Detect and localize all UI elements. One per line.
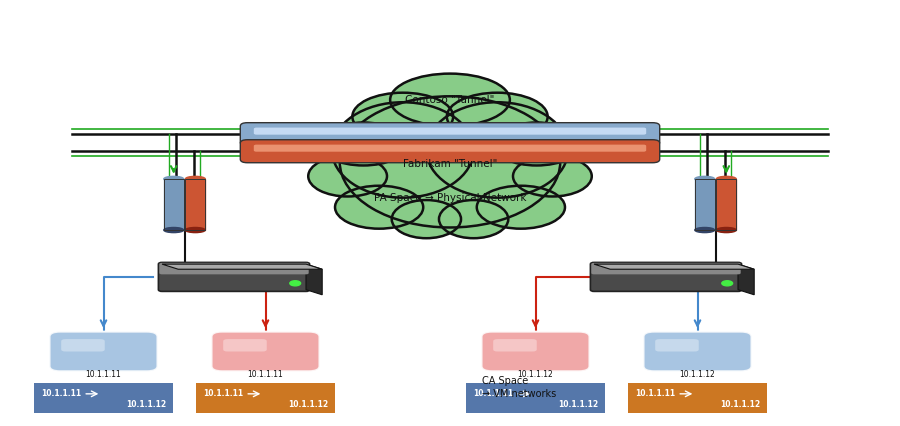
Text: PA Space → Physical Network: PA Space → Physical Network <box>374 193 526 203</box>
FancyBboxPatch shape <box>50 331 158 371</box>
Circle shape <box>290 281 301 286</box>
FancyBboxPatch shape <box>158 262 310 291</box>
Text: 10.1.1.11: 10.1.1.11 <box>202 389 243 398</box>
Bar <box>628 383 767 413</box>
Ellipse shape <box>320 123 408 165</box>
Ellipse shape <box>695 176 715 181</box>
Bar <box>716 179 736 230</box>
FancyBboxPatch shape <box>254 144 646 152</box>
Text: 10.1.1.11: 10.1.1.11 <box>86 370 122 380</box>
Ellipse shape <box>335 186 423 229</box>
Text: 10.1.1.12: 10.1.1.12 <box>126 400 166 409</box>
FancyBboxPatch shape <box>591 263 741 274</box>
Bar <box>164 179 184 230</box>
FancyBboxPatch shape <box>493 339 536 351</box>
Ellipse shape <box>492 123 580 165</box>
Ellipse shape <box>353 93 453 141</box>
Text: → VM networks: → VM networks <box>482 389 556 399</box>
Ellipse shape <box>427 102 568 198</box>
FancyBboxPatch shape <box>590 262 742 291</box>
Text: Fabrikam "Tunnel": Fabrikam "Tunnel" <box>403 159 497 169</box>
Bar <box>185 179 205 230</box>
Bar <box>695 179 715 230</box>
Ellipse shape <box>392 200 461 238</box>
FancyBboxPatch shape <box>61 339 104 351</box>
Text: 10.1.1.11: 10.1.1.11 <box>41 389 81 398</box>
Ellipse shape <box>164 176 184 181</box>
Bar <box>466 383 605 413</box>
Ellipse shape <box>439 200 508 238</box>
Bar <box>695 179 715 230</box>
FancyBboxPatch shape <box>644 331 752 371</box>
FancyBboxPatch shape <box>159 263 309 274</box>
FancyBboxPatch shape <box>223 339 266 351</box>
FancyBboxPatch shape <box>482 331 590 371</box>
Ellipse shape <box>391 74 509 126</box>
Ellipse shape <box>447 93 548 141</box>
Ellipse shape <box>340 96 560 227</box>
Text: 10.1.1.12: 10.1.1.12 <box>680 370 716 380</box>
Ellipse shape <box>164 227 184 233</box>
Ellipse shape <box>185 176 205 181</box>
Ellipse shape <box>308 156 387 196</box>
Bar <box>164 179 184 230</box>
Ellipse shape <box>332 102 473 198</box>
Polygon shape <box>594 264 754 269</box>
Bar <box>34 383 173 413</box>
Ellipse shape <box>716 227 736 233</box>
Text: 10.1.1.12: 10.1.1.12 <box>288 400 328 409</box>
Polygon shape <box>306 264 322 295</box>
Circle shape <box>722 281 733 286</box>
Ellipse shape <box>716 176 736 181</box>
Text: 10.1.1.12: 10.1.1.12 <box>558 400 598 409</box>
Text: 10.1.1.12: 10.1.1.12 <box>720 400 760 409</box>
Text: Contoso "Tunnel": Contoso "Tunnel" <box>405 95 495 105</box>
FancyBboxPatch shape <box>240 123 660 146</box>
Text: 10.1.1.11: 10.1.1.11 <box>635 389 675 398</box>
Bar <box>185 179 205 230</box>
FancyBboxPatch shape <box>240 140 660 163</box>
Polygon shape <box>162 264 322 269</box>
Text: 10.1.1.12: 10.1.1.12 <box>518 370 554 380</box>
FancyBboxPatch shape <box>212 331 320 371</box>
FancyBboxPatch shape <box>254 127 646 135</box>
Ellipse shape <box>513 156 592 196</box>
FancyBboxPatch shape <box>655 339 698 351</box>
Bar <box>716 179 736 230</box>
Polygon shape <box>738 264 754 295</box>
Ellipse shape <box>477 186 565 229</box>
Text: 10.1.1.11: 10.1.1.11 <box>248 370 284 380</box>
Ellipse shape <box>185 227 205 233</box>
Text: CA Space: CA Space <box>482 376 527 386</box>
Bar <box>195 383 335 413</box>
Text: 10.1.1.11: 10.1.1.11 <box>473 389 513 398</box>
Ellipse shape <box>695 227 715 233</box>
